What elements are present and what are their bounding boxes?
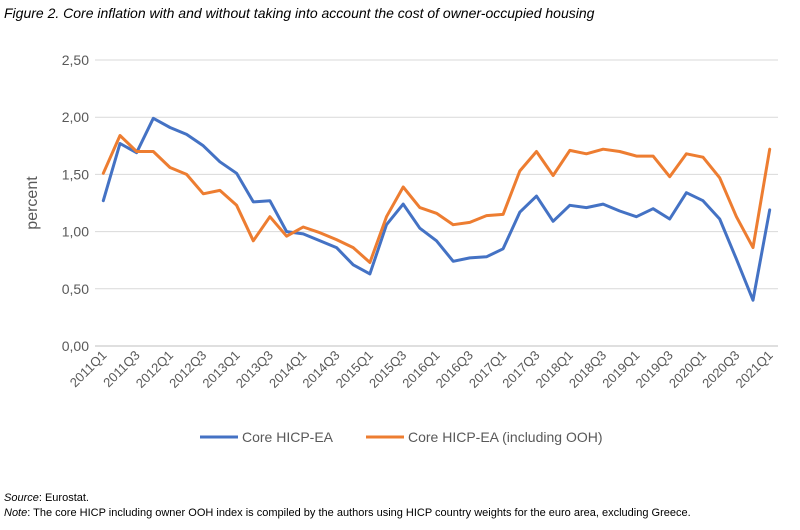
data-point <box>268 215 272 219</box>
data-point <box>135 150 139 154</box>
data-point <box>468 220 472 224</box>
data-point <box>584 206 588 210</box>
note-text: : The core HICP including owner OOH inde… <box>27 507 691 519</box>
data-point <box>351 246 355 250</box>
note-label: Note <box>4 507 28 519</box>
data-point <box>601 147 605 151</box>
data-point <box>768 147 772 151</box>
data-point <box>101 171 105 175</box>
data-point <box>301 225 305 229</box>
data-point <box>435 211 439 215</box>
data-point <box>734 257 738 261</box>
data-point <box>168 166 172 170</box>
data-point <box>634 154 638 158</box>
data-point <box>235 171 239 175</box>
data-point <box>718 217 722 221</box>
data-point <box>218 160 222 164</box>
data-point <box>318 239 322 243</box>
data-point <box>335 238 339 242</box>
y-tick-label: 2,00 <box>62 109 89 125</box>
data-point <box>301 232 305 236</box>
source-label: Source <box>4 492 39 504</box>
data-point <box>684 152 688 156</box>
data-point <box>668 175 672 179</box>
y-tick-label: 0,00 <box>62 338 89 354</box>
data-point <box>485 214 489 218</box>
data-point <box>485 255 489 259</box>
data-point <box>151 150 155 154</box>
data-point <box>734 215 738 219</box>
y-axis-label: percent <box>24 176 41 230</box>
data-point <box>651 154 655 158</box>
series-line-2 <box>101 134 772 264</box>
data-point <box>701 155 705 159</box>
data-point <box>318 231 322 235</box>
data-point <box>151 116 155 120</box>
data-point <box>568 148 572 152</box>
data-point <box>401 202 405 206</box>
data-point <box>768 208 772 212</box>
data-point <box>435 239 439 243</box>
data-point <box>251 239 255 243</box>
data-point <box>535 194 539 198</box>
data-point <box>551 219 555 223</box>
data-point <box>185 172 189 176</box>
source-footnote: Source: Eurostat. <box>4 492 89 504</box>
data-point <box>468 256 472 260</box>
data-point <box>451 223 455 227</box>
data-point <box>651 207 655 211</box>
data-point <box>335 246 339 250</box>
data-point <box>618 150 622 154</box>
data-point <box>418 226 422 230</box>
data-point <box>385 215 389 219</box>
data-point <box>368 261 372 265</box>
data-point <box>218 188 222 192</box>
data-point <box>118 134 122 138</box>
data-point <box>634 215 638 219</box>
data-point <box>101 199 105 203</box>
x-tick-label: 2021Q1 <box>732 348 775 391</box>
data-point <box>501 212 505 216</box>
data-point <box>518 210 522 214</box>
data-point <box>568 203 572 207</box>
source-text: : Eurostat. <box>38 492 89 504</box>
data-point <box>401 185 405 189</box>
data-point <box>618 209 622 213</box>
data-point <box>285 234 289 238</box>
note-footnote: Note: The core HICP including owner OOH … <box>4 507 691 519</box>
data-point <box>551 174 555 178</box>
y-tick-label: 2,50 <box>62 52 89 68</box>
data-point <box>201 144 205 148</box>
data-point <box>584 152 588 156</box>
data-point <box>185 132 189 136</box>
data-point <box>268 199 272 203</box>
data-point <box>451 259 455 263</box>
series-line-1 <box>101 116 772 302</box>
data-point <box>601 202 605 206</box>
legend-label: Core HICP-EA (including OOH) <box>408 429 603 445</box>
data-point <box>518 169 522 173</box>
line-chart: 0,000,501,001,502,002,50percent2011Q1201… <box>24 52 778 445</box>
y-tick-label: 1,00 <box>62 224 89 240</box>
data-point <box>668 217 672 221</box>
data-point <box>501 247 505 251</box>
y-tick-label: 0,50 <box>62 281 89 297</box>
data-point <box>684 191 688 195</box>
data-point <box>701 199 705 203</box>
chart-title: Figure 2. Core inflation with and withou… <box>4 5 595 21</box>
y-tick-label: 1,50 <box>62 166 89 182</box>
data-point <box>368 272 372 276</box>
legend-label: Core HICP-EA <box>242 429 334 445</box>
data-point <box>201 192 205 196</box>
data-point <box>718 176 722 180</box>
data-point <box>751 246 755 250</box>
data-point <box>235 203 239 207</box>
data-point <box>418 206 422 210</box>
data-point <box>535 150 539 154</box>
data-point <box>251 200 255 204</box>
data-point <box>751 298 755 302</box>
data-point <box>351 263 355 267</box>
data-point <box>168 126 172 130</box>
